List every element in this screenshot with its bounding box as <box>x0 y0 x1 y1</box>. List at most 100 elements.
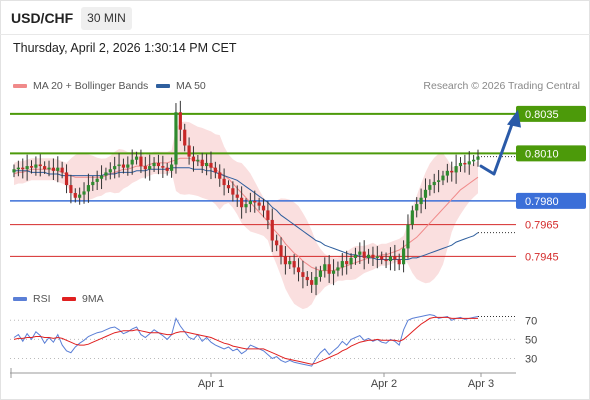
ma50-swatch <box>156 84 170 88</box>
candle-body <box>161 166 165 168</box>
candle-body <box>393 256 397 260</box>
candle-body <box>375 256 379 258</box>
top-bar: USD/CHF 30 MIN <box>0 0 590 38</box>
candle-body <box>73 193 77 198</box>
candle-body <box>410 210 414 225</box>
9ma-swatch <box>62 297 76 301</box>
candle-body <box>16 167 20 170</box>
candle-body <box>69 185 73 193</box>
candle-body <box>174 112 178 165</box>
candle-body <box>327 264 331 274</box>
candle-body <box>310 280 314 285</box>
forecast-arrow <box>479 117 516 176</box>
candle-body <box>21 167 25 170</box>
candle-body <box>467 161 471 165</box>
candle-body <box>143 166 147 170</box>
candle-body <box>353 254 358 258</box>
candle-body <box>121 164 126 168</box>
candle-body <box>165 167 169 171</box>
ma20-label: MA 20 + Bollinger Bands <box>33 80 149 92</box>
candle-body <box>205 162 209 167</box>
candle-body <box>257 202 261 206</box>
level-badge-0.8035 <box>516 105 586 122</box>
rsi-swatch <box>13 297 27 301</box>
candle-body <box>191 156 196 162</box>
candle-body <box>401 248 406 265</box>
candle-body <box>305 276 309 281</box>
candle-body <box>336 267 340 271</box>
candle-body <box>218 172 222 179</box>
candle-body <box>366 254 371 258</box>
candle-body <box>454 166 458 173</box>
candle-body <box>397 259 401 265</box>
candle-body <box>450 170 454 173</box>
legend-ma50: MA 50 <box>156 80 206 92</box>
candle-body <box>86 185 91 192</box>
candle-body <box>99 175 104 179</box>
candle-body <box>445 170 449 176</box>
candle-body <box>244 204 248 208</box>
candle-body <box>78 194 82 198</box>
candle-body <box>437 180 441 182</box>
candle-body <box>362 251 366 258</box>
candle-body <box>12 169 16 173</box>
candle-body <box>148 166 152 170</box>
rsi-series-9MA <box>13 316 478 365</box>
candle-body <box>253 200 257 203</box>
candle-body <box>156 162 161 167</box>
candle-body <box>318 270 323 277</box>
candle-body <box>34 164 38 168</box>
candle-body <box>91 181 95 186</box>
candle-body <box>358 251 362 255</box>
candle-body <box>292 261 296 268</box>
timeframe-button[interactable]: 30 MIN <box>81 7 132 30</box>
candle-body <box>371 254 375 258</box>
candle-body <box>301 272 305 277</box>
ma20-line <box>13 157 479 272</box>
candle-body <box>441 175 445 181</box>
candle-body <box>47 167 51 170</box>
rsi-tick-30: 30 <box>525 353 537 365</box>
candle-body <box>331 270 336 274</box>
level-badge-0.7980 <box>516 192 586 209</box>
candle-body <box>266 210 270 220</box>
level-badge-0.8010 <box>516 145 586 162</box>
forecast-arrowhead <box>507 109 521 128</box>
candle-body <box>29 166 34 168</box>
candle-body <box>113 166 117 170</box>
candle-body <box>130 159 134 165</box>
research-credit: Research © 2026 Trading Central <box>423 80 580 92</box>
timestamp: Thursday, April 2, 2026 1:30:14 PM CET <box>13 41 237 55</box>
candle-body <box>187 145 191 157</box>
candle-body <box>222 178 226 186</box>
ma20-swatch <box>13 84 27 88</box>
rsi-tick-50: 50 <box>525 334 537 346</box>
candle-body <box>108 169 112 173</box>
legend-9ma: 9MA <box>62 293 104 305</box>
candle-body <box>288 261 292 265</box>
legend-ma20: MA 20 + Bollinger Bands <box>13 80 148 92</box>
candle-body <box>209 162 213 168</box>
candle-body <box>384 259 388 262</box>
candle-body <box>463 162 467 165</box>
candle-body <box>261 205 266 211</box>
candle-body <box>279 245 283 257</box>
candle-body <box>340 261 344 268</box>
candle-body <box>178 112 182 130</box>
ma50-label: MA 50 <box>176 80 206 92</box>
x-tick-label: Apr 1 <box>198 378 224 390</box>
candle-body <box>25 166 29 170</box>
price-levels: 0.8035 0.8010 0.7980 0.7965 0.7945 <box>10 105 586 263</box>
candle-body <box>139 156 143 167</box>
level-label-0.7965: 0.7965 <box>525 220 559 232</box>
candle-body <box>104 172 108 176</box>
candle-body <box>60 167 64 173</box>
candle-body <box>314 276 318 285</box>
candle-body <box>51 167 55 171</box>
candle-body <box>169 164 174 171</box>
candle-body <box>458 162 463 167</box>
candle-body <box>134 156 139 160</box>
candle-body <box>419 197 423 205</box>
candle-body <box>38 164 42 167</box>
